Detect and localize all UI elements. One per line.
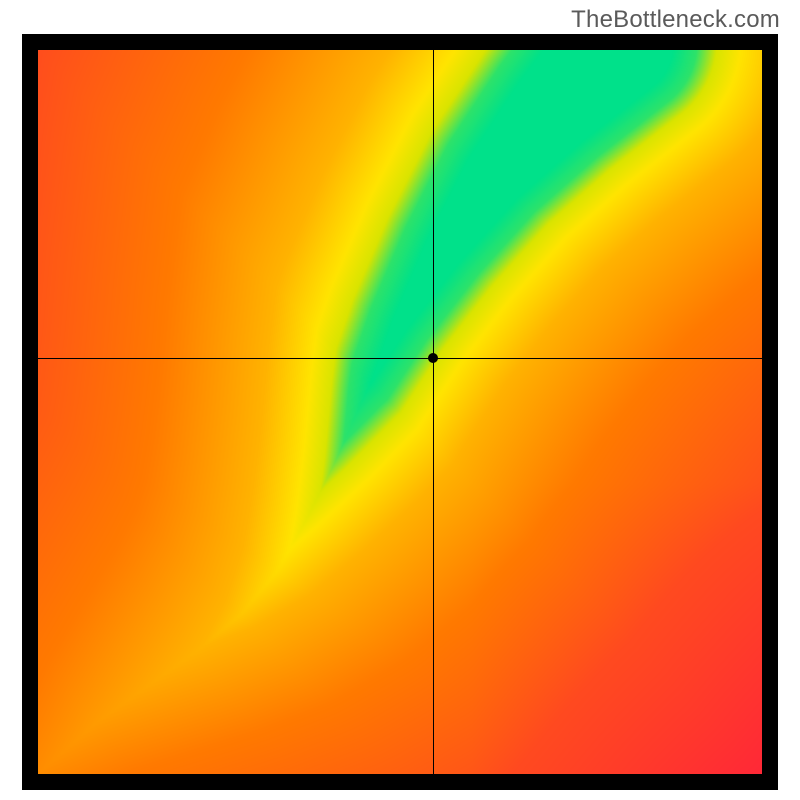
heatmap-canvas (38, 50, 762, 774)
chart-frame (22, 34, 778, 790)
chart-container: TheBottleneck.com (0, 0, 800, 800)
watermark-text: TheBottleneck.com (571, 6, 780, 34)
crosshair-horizontal (38, 358, 762, 359)
crosshair-vertical (433, 50, 434, 774)
crosshair-dot (428, 353, 438, 363)
